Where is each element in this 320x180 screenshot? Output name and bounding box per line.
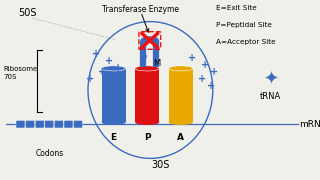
- Text: E=Exit Site: E=Exit Site: [216, 4, 257, 10]
- FancyBboxPatch shape: [35, 120, 44, 128]
- Ellipse shape: [135, 66, 159, 71]
- Text: +: +: [114, 63, 123, 73]
- Text: P=Peptidal Site: P=Peptidal Site: [216, 22, 272, 28]
- Text: +: +: [207, 81, 215, 91]
- Ellipse shape: [169, 66, 193, 71]
- FancyBboxPatch shape: [16, 120, 25, 128]
- Ellipse shape: [102, 66, 125, 71]
- FancyBboxPatch shape: [26, 120, 35, 128]
- FancyBboxPatch shape: [64, 120, 73, 128]
- Text: A: A: [177, 133, 184, 142]
- Bar: [102, 68, 125, 122]
- Text: 50S: 50S: [18, 8, 36, 18]
- Text: Ribosome
70S: Ribosome 70S: [3, 66, 37, 80]
- Text: tRNA: tRNA: [260, 92, 281, 101]
- Text: ✦: ✦: [263, 70, 278, 88]
- Text: +: +: [92, 49, 100, 59]
- Text: +: +: [85, 74, 94, 84]
- Text: +: +: [210, 67, 219, 77]
- Bar: [135, 68, 159, 122]
- Text: +: +: [98, 67, 107, 77]
- Text: +: +: [105, 56, 113, 66]
- Text: A=Acceptor Site: A=Acceptor Site: [216, 39, 276, 45]
- Text: M: M: [154, 58, 161, 68]
- Text: +: +: [188, 53, 196, 63]
- Text: 30S: 30S: [151, 160, 169, 170]
- Text: mRNA: mRNA: [299, 120, 320, 129]
- Text: Codons: Codons: [36, 148, 64, 158]
- Text: +: +: [201, 60, 209, 70]
- FancyBboxPatch shape: [74, 120, 83, 128]
- Text: +: +: [197, 74, 206, 84]
- FancyBboxPatch shape: [54, 120, 63, 128]
- Ellipse shape: [102, 120, 125, 125]
- Text: P: P: [144, 133, 150, 142]
- Ellipse shape: [169, 120, 193, 125]
- Text: E: E: [110, 133, 117, 142]
- Text: Transferase Enzyme: Transferase Enzyme: [102, 4, 179, 14]
- FancyBboxPatch shape: [45, 120, 54, 128]
- Bar: [169, 68, 193, 122]
- Ellipse shape: [135, 120, 159, 125]
